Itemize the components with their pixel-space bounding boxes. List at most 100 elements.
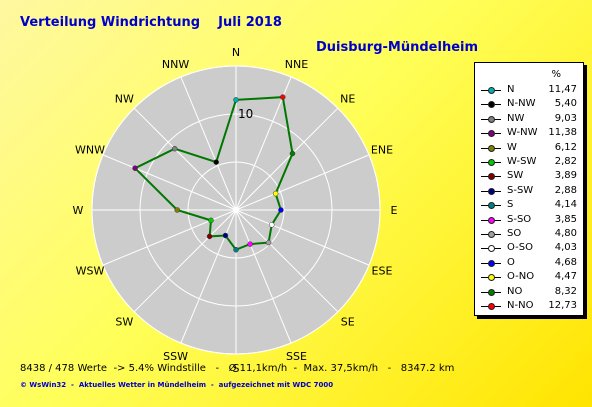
legend-direction: S-SW: [507, 184, 534, 196]
legend-value: 9,03: [554, 112, 577, 124]
direction-label: SSE: [286, 350, 307, 363]
legend-direction: O: [507, 256, 515, 268]
legend-marker-icon: [488, 130, 495, 138]
station-name: Duisburg-Mündelheim: [316, 40, 479, 55]
data-point: [174, 207, 180, 213]
rose-spoke: [235, 209, 370, 266]
direction-label: NNE: [285, 58, 308, 71]
legend-direction: SO: [507, 228, 522, 239]
data-point: [247, 241, 253, 247]
legend-direction: N-NW: [507, 98, 536, 110]
direction-label: NE: [340, 92, 355, 105]
data-point: [171, 145, 178, 152]
legend-direction: W: [507, 141, 517, 153]
legend-item: O-NO 4,47: [475, 270, 583, 285]
legend-marker-icon: [488, 202, 495, 210]
legend-item: SW 3,89: [475, 169, 583, 184]
legend-direction: S: [507, 199, 514, 211]
data-point: [206, 233, 213, 240]
legend-item: W-NW 11,38: [475, 126, 583, 141]
rose-spoke: [235, 154, 370, 211]
legend-item: W 6,12: [475, 141, 583, 156]
data-point: [208, 217, 214, 224]
direction-label: WSW: [76, 264, 105, 277]
legend-marker-icon: [488, 245, 495, 253]
data-point: [265, 239, 272, 246]
rose-spoke: [235, 209, 339, 313]
direction-label: NNW: [162, 58, 189, 71]
data-point: [268, 222, 275, 228]
rose-spoke: [235, 209, 292, 344]
legend-marker-icon: [488, 115, 495, 123]
direction-label: SW: [115, 316, 133, 329]
legend-value: 8,32: [554, 285, 577, 297]
legend-marker-icon: [488, 216, 495, 224]
legend-value: 6,12: [554, 141, 577, 153]
direction-label: S: [233, 362, 240, 375]
direction-label: ENE: [371, 144, 393, 157]
legend-marker-icon: [488, 159, 495, 166]
data-point: [222, 232, 229, 239]
rose-spoke: [102, 209, 237, 266]
footer-credit: © WsWin32 - Aktuelles Wetter in Mündelhe…: [20, 381, 334, 389]
legend-direction: NO: [507, 285, 523, 297]
legend-direction: W-NW: [507, 127, 538, 139]
legend-value: 3,89: [554, 170, 577, 182]
data-point: [272, 190, 279, 197]
direction-label: W: [73, 204, 84, 217]
legend-direction: N: [507, 84, 515, 95]
legend-item: NO 8,32: [475, 285, 583, 300]
legend-item: S-SO 3,85: [475, 213, 583, 228]
legend-direction: S-SO: [507, 213, 532, 225]
data-point: [213, 159, 219, 165]
data-point: [132, 165, 138, 171]
direction-label: N: [232, 46, 240, 59]
rose-spoke: [102, 154, 237, 211]
legend-direction: W-SW: [507, 156, 537, 167]
rose-spoke: [180, 76, 237, 211]
legend-marker-icon: [488, 274, 495, 282]
direction-label: E: [391, 204, 398, 217]
legend-value: 4,14: [554, 199, 577, 211]
legend-item: W-SW 2,82: [475, 155, 583, 170]
legend-marker-icon: [488, 259, 495, 267]
legend-value: 4,80: [554, 228, 577, 239]
stats-line: 8438 / 478 Werte -> 5.4% Windstille - Ø …: [20, 363, 455, 374]
legend: % N 11,47 N-NW 5,40 NW 9,03 W-NW 11,38 W 6,12 W-SW…: [474, 62, 584, 316]
direction-label: WNW: [75, 144, 105, 157]
legend-marker-icon: [488, 87, 495, 94]
legend-direction: SW: [507, 170, 524, 182]
legend-marker-icon: [488, 187, 495, 195]
ring-label: 10: [238, 107, 253, 121]
legend-item: N 11,47: [475, 83, 583, 98]
legend-direction: O-SO: [507, 242, 533, 254]
legend-item: N-NO 12,73: [475, 299, 583, 314]
legend-unit: %: [551, 69, 561, 80]
rose-spoke: [180, 209, 237, 344]
legend-direction: N-NO: [507, 300, 534, 311]
data-point: [278, 207, 284, 213]
direction-label: ESE: [372, 264, 393, 277]
chart-title: Verteilung Windrichtung Juli 2018: [20, 15, 282, 30]
legend-value: 2,82: [554, 156, 577, 167]
direction-label: SSW: [163, 350, 188, 363]
data-point: [289, 150, 296, 157]
legend-value: 4,68: [554, 256, 577, 268]
legend-value: 2,88: [554, 184, 577, 196]
legend-value: 3,85: [554, 213, 577, 225]
legend-value: 11,38: [548, 127, 577, 139]
legend-item: NW 9,03: [475, 112, 583, 127]
legend-marker-icon: [488, 144, 495, 152]
legend-marker-icon: [488, 101, 495, 109]
legend-item: O 4,68: [475, 256, 583, 271]
legend-item: O-SO 4,03: [475, 241, 583, 256]
legend-value: 12,73: [548, 300, 577, 311]
data-point: [233, 246, 239, 253]
legend-value: 5,40: [554, 98, 577, 110]
legend-value: 4,03: [554, 242, 577, 254]
legend-item: N-NW 5,40: [475, 97, 583, 112]
legend-marker-icon: [488, 173, 495, 181]
direction-label: SE: [341, 316, 355, 329]
legend-marker-icon: [488, 288, 495, 296]
